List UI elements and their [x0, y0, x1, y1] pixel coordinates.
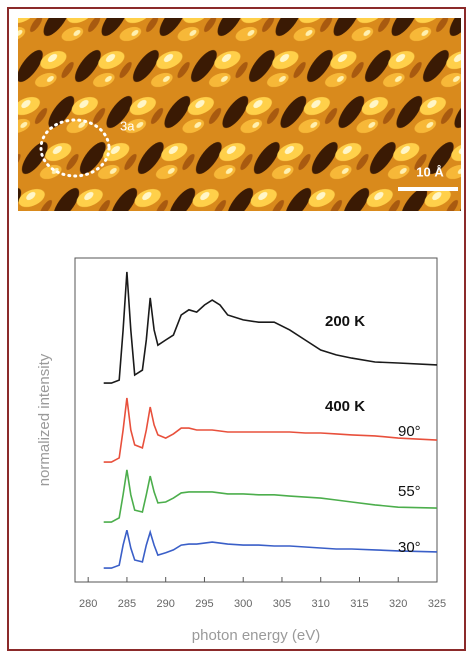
y-axis-label: normalized intensity: [36, 353, 53, 486]
x-tick-label: 315: [350, 598, 368, 610]
x-tick-label: 325: [428, 598, 446, 610]
x-tick-label: 280: [79, 598, 97, 610]
annotation: 400 K: [325, 398, 365, 415]
series-label: 200 K: [325, 313, 365, 330]
series-label: 30°: [398, 539, 421, 556]
scale-bar-label: 10 Å: [416, 164, 444, 179]
x-tick-label: 305: [273, 598, 291, 610]
x-tick-label: 320: [389, 598, 407, 610]
x-tick-label: 285: [118, 598, 136, 610]
x-tick-label: 310: [312, 598, 330, 610]
figure: 3a 10 Å normalized intensity photon ener…: [0, 0, 473, 657]
x-axis-label: photon energy (eV): [192, 627, 320, 644]
x-tick-label: 295: [195, 598, 213, 610]
series-label: 90°: [398, 423, 421, 440]
series-label: 55°: [398, 483, 421, 500]
stm-image: [18, 18, 461, 211]
x-tick-label: 300: [234, 598, 252, 610]
x-tick-label: 290: [157, 598, 175, 610]
page: {"stm_image": {"cell_label": "3a", "scal…: [0, 0, 473, 657]
cell-label: 3a: [120, 118, 135, 133]
